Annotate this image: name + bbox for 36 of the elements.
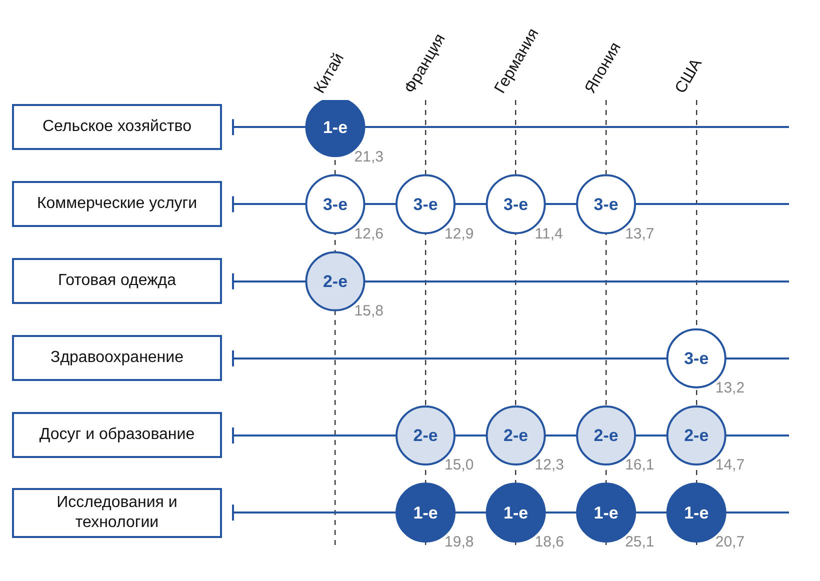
data-label: 2-е: [504, 426, 528, 446]
data-label: 1-е: [504, 503, 528, 522]
y-tick-label: Коммерческие услуги: [36, 194, 198, 214]
annotation: 18,6: [534, 534, 564, 551]
data-label: 2-е: [322, 272, 348, 291]
data-label: 3-е: [594, 194, 618, 214]
data-label: 3-е: [684, 349, 709, 368]
annotation: 20,7: [715, 534, 745, 551]
y-tick-label: Готовая одежда: [58, 271, 176, 292]
data-label: 2-е: [594, 426, 618, 446]
data-label: 1-е: [322, 118, 348, 137]
data-label: 3-е: [322, 194, 348, 214]
y-tick-label: Досуг и образование: [39, 425, 195, 446]
annotation: 12,9: [444, 225, 474, 242]
annotation: 19,8: [444, 534, 474, 551]
annotation: 11,4: [534, 225, 563, 242]
data-label: 1-е: [413, 503, 438, 522]
annotation: 25,1: [625, 534, 654, 551]
annotation: 15,8: [354, 302, 384, 320]
annotation: 15,0: [444, 456, 474, 474]
data-label: 3-е: [413, 194, 438, 214]
annotation: 21,3: [354, 148, 384, 166]
annotation: 13,7: [625, 225, 654, 242]
y-tick-label: Здравоохранение: [50, 348, 184, 368]
data-label: 3-е: [504, 194, 528, 214]
annotation: 14,7: [715, 456, 745, 474]
data-label: 2-е: [413, 426, 438, 446]
y-tick-label: Сельское хозяйство: [42, 117, 192, 138]
annotation: 13,2: [715, 380, 745, 397]
annotation: 16,1: [625, 456, 654, 474]
data-label: 1-е: [594, 503, 618, 522]
data-label: 2-е: [684, 426, 709, 446]
annotation: 12,6: [354, 225, 384, 242]
y-tick-label: Исследования и технологии: [56, 492, 178, 533]
annotation: 12,3: [534, 456, 564, 474]
data-label: 1-е: [684, 503, 709, 522]
